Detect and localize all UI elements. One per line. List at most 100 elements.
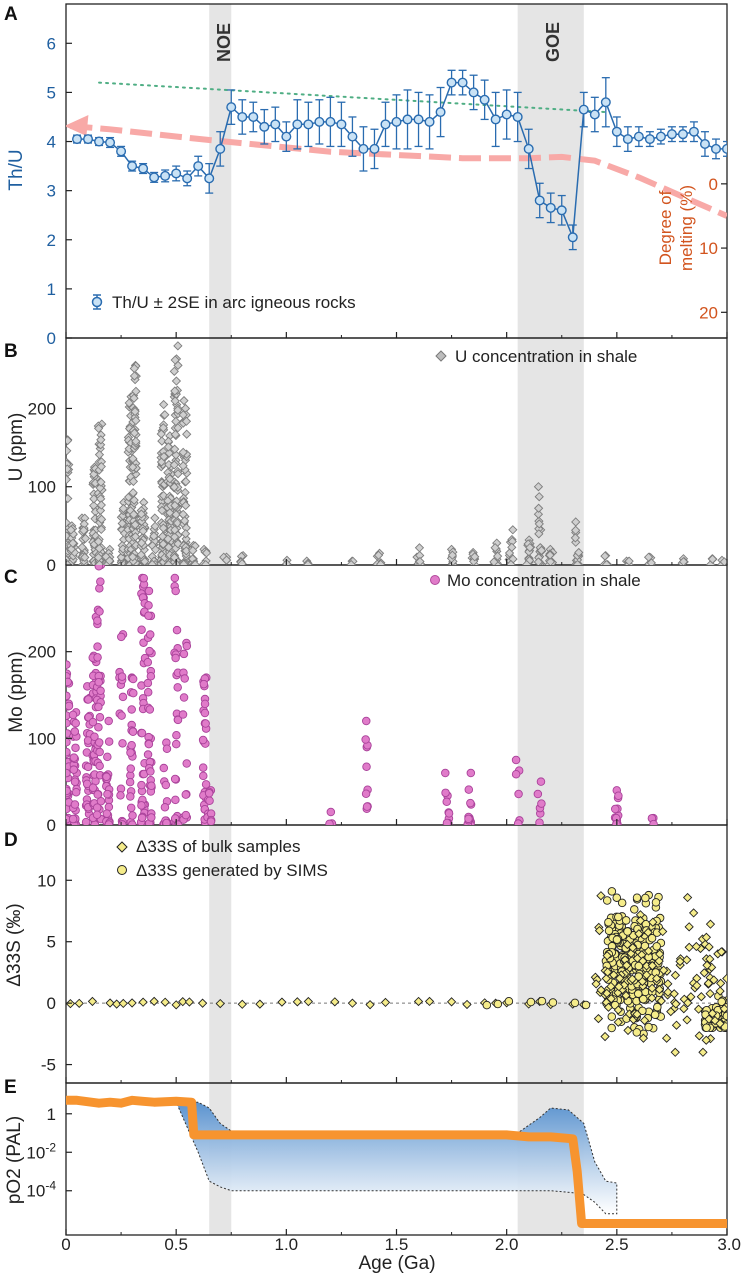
mo-point — [173, 683, 182, 692]
thu-point — [501, 89, 512, 140]
panel-d-ytick-label: -5 — [41, 1056, 56, 1075]
thu-point — [281, 121, 292, 153]
bulk-s-point — [710, 1015, 720, 1026]
mo-point — [160, 803, 170, 812]
u-point — [79, 525, 89, 536]
mo-point — [170, 774, 180, 784]
mo-point — [94, 702, 103, 712]
sims-s-point — [647, 933, 657, 943]
mo-point — [66, 747, 71, 757]
u-point — [303, 559, 313, 565]
u-point — [171, 450, 181, 460]
bulk-s-point — [171, 1000, 181, 1010]
u-point — [181, 500, 191, 511]
bulk-s-point — [704, 942, 714, 952]
panel-d-legend-sims: Δ33S generated by SIMS — [136, 861, 328, 880]
bulk-s-point — [702, 960, 712, 970]
u-point — [95, 483, 105, 493]
u-point — [201, 548, 212, 558]
u-point — [545, 550, 555, 560]
thu-point — [556, 194, 567, 226]
u-point — [490, 543, 500, 553]
u-point — [159, 451, 169, 462]
bulk-s-point — [705, 954, 715, 964]
thu-point — [314, 99, 325, 145]
mo-point — [162, 744, 172, 753]
u-point — [158, 490, 169, 501]
u-point — [534, 519, 544, 529]
u-point — [170, 429, 180, 440]
bulk-s-point — [638, 1033, 649, 1043]
mo-point — [537, 799, 546, 808]
thu-point — [611, 116, 622, 148]
mo-point — [536, 777, 546, 786]
mo-point — [117, 632, 126, 642]
bulk-s-point — [623, 1025, 633, 1036]
panel-b-ylabel: U (ppm) — [6, 413, 27, 482]
thu-point — [116, 145, 127, 157]
bulk-s-point — [707, 1008, 718, 1019]
u-point — [158, 523, 169, 533]
legend-marker-mo — [430, 575, 440, 585]
mo-point — [511, 755, 521, 765]
u-point — [376, 559, 386, 565]
mo-point — [93, 790, 102, 799]
bulk-s-point — [600, 1031, 610, 1042]
mo-point — [126, 803, 136, 813]
u-point — [707, 554, 718, 564]
mo-point — [118, 820, 127, 825]
panel-a-legend-text: Th/U ± 2SE in arc igneous rocks — [112, 293, 356, 312]
u-point — [533, 503, 544, 513]
sims-s-point — [581, 1000, 591, 1010]
bulk-s-point — [682, 1015, 692, 1025]
thu-series-line — [77, 81, 727, 238]
mo-point — [71, 743, 80, 753]
mo-point — [201, 719, 210, 728]
u-point — [150, 521, 160, 531]
bulk-s-point — [591, 979, 601, 989]
u-point — [80, 552, 90, 563]
mo-point — [93, 642, 102, 651]
mo-point — [127, 740, 136, 750]
bulk-s-point — [693, 1004, 704, 1014]
bulk-s-point — [698, 1047, 708, 1057]
bulk-s-point — [643, 946, 654, 956]
bulk-s-point — [659, 965, 669, 975]
po2-curve — [66, 1095, 727, 1228]
panel-a-ytick-label: 1 — [47, 280, 56, 299]
mo-point — [178, 710, 188, 719]
u-point — [181, 476, 191, 487]
thu-point — [358, 126, 369, 172]
u-point — [163, 542, 174, 552]
bulk-s-point — [603, 1002, 614, 1012]
mo-point — [128, 811, 137, 820]
legend-marker-u — [435, 350, 447, 362]
u-point — [129, 509, 139, 520]
u-point — [643, 552, 654, 562]
u-point — [173, 341, 183, 351]
u-point — [533, 482, 544, 492]
mo-point — [441, 768, 450, 778]
bulk-s-point — [705, 919, 716, 929]
bulk-s-point — [666, 1006, 676, 1017]
bulk-s-point — [178, 997, 188, 1007]
mo-point — [66, 701, 74, 711]
u-point — [179, 559, 189, 565]
mo-point — [71, 788, 81, 797]
sims-s-point — [630, 905, 639, 914]
mo-point — [161, 780, 171, 790]
sims-s-point — [650, 1010, 660, 1019]
u-point — [373, 550, 384, 560]
mo-point — [83, 762, 93, 772]
x-tick-label: 0 — [61, 1235, 70, 1254]
mo-point — [146, 767, 155, 776]
bulk-s-point — [613, 1005, 623, 1015]
bulk-s-point — [613, 1017, 623, 1027]
mo-point — [143, 750, 153, 759]
bulk-s-point — [661, 1033, 672, 1043]
bulk-s-point — [105, 998, 115, 1008]
bulk-s-point — [656, 996, 666, 1006]
mo-point — [95, 747, 104, 757]
u-point — [159, 399, 169, 410]
thu-point — [193, 155, 204, 177]
